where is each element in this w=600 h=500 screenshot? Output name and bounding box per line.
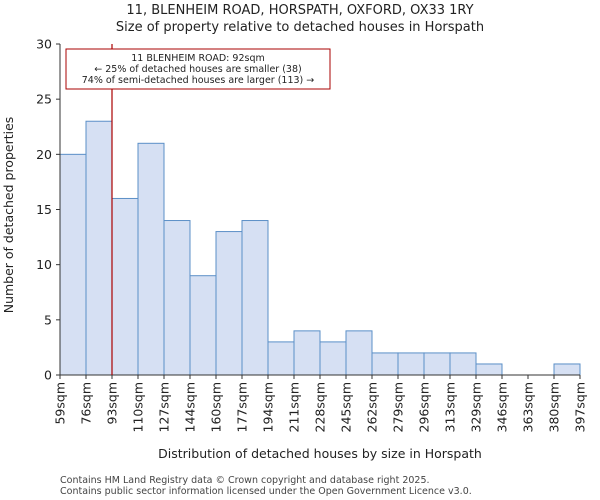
bar-262sqm bbox=[371, 352, 399, 376]
bar-245sqm bbox=[345, 330, 373, 376]
chart-title: 11, BLENHEIM ROAD, HORSPATH, OXFORD, OX3… bbox=[126, 3, 473, 18]
bar-59sqm bbox=[59, 153, 87, 376]
bar-127sqm bbox=[163, 220, 191, 376]
bar-76sqm bbox=[85, 120, 113, 376]
bar-228sqm bbox=[319, 341, 347, 376]
x-tick-label: 279sqm bbox=[391, 382, 406, 432]
bar-110sqm bbox=[137, 142, 165, 376]
x-tick-label: 144sqm bbox=[183, 382, 198, 432]
y-tick-label: 20 bbox=[36, 147, 52, 162]
bar-144sqm bbox=[189, 275, 217, 376]
y-tick-label: 25 bbox=[36, 92, 52, 107]
y-ticks: 0 5 10 15 20 25 30 bbox=[36, 37, 60, 383]
x-tick-label: 329sqm bbox=[469, 382, 484, 432]
x-tick-label: 127sqm bbox=[157, 382, 172, 432]
x-tick-label: 380sqm bbox=[547, 382, 562, 432]
x-tick-label: 110sqm bbox=[131, 382, 146, 432]
annotation-line-1: 11 BLENHEIM ROAD: 92sqm bbox=[131, 53, 264, 64]
bar-194sqm bbox=[267, 341, 295, 376]
y-tick-label: 0 bbox=[44, 368, 52, 383]
bar-160sqm bbox=[215, 231, 243, 376]
x-tick-label: 59sqm bbox=[53, 382, 68, 425]
bar-93sqm bbox=[111, 197, 139, 376]
x-tick-label: 262sqm bbox=[365, 382, 380, 432]
x-tick-label: 194sqm bbox=[261, 382, 276, 432]
bar-313sqm bbox=[449, 352, 477, 376]
bar-177sqm bbox=[241, 220, 269, 376]
bars-group bbox=[59, 120, 581, 376]
x-tick-label: 76sqm bbox=[79, 382, 94, 425]
y-axis-label: Number of detached properties bbox=[1, 117, 16, 314]
y-tick-label: 15 bbox=[36, 202, 52, 217]
x-tick-label: 177sqm bbox=[235, 382, 250, 432]
x-tick-label: 346sqm bbox=[495, 382, 510, 432]
bar-279sqm bbox=[397, 352, 425, 376]
x-tick-label: 245sqm bbox=[339, 382, 354, 432]
x-tick-label: 363sqm bbox=[521, 382, 536, 432]
y-tick-label: 5 bbox=[44, 312, 52, 327]
bar-380sqm bbox=[553, 363, 581, 376]
annotation-border bbox=[65, 48, 331, 90]
x-ticks: 59sqm 76sqm 93sqm 110sqm 127sqm 144sqm 160sqm 1… bbox=[53, 375, 588, 432]
x-tick-label: 296sqm bbox=[417, 382, 432, 432]
x-axis-label: Distribution of detached houses by size … bbox=[158, 446, 482, 461]
footer-line-2: Contains public sector information licen… bbox=[60, 486, 472, 497]
x-tick-label: 160sqm bbox=[209, 382, 224, 432]
chart-subtitle: Size of property relative to detached ho… bbox=[116, 20, 484, 35]
y-tick-label: 10 bbox=[36, 257, 52, 272]
x-tick-label: 93sqm bbox=[105, 382, 120, 425]
x-tick-label: 211sqm bbox=[287, 382, 302, 432]
x-tick-label: 397sqm bbox=[573, 382, 588, 432]
annotation-box: 11 BLENHEIM ROAD: 92sqm ← 25% of detache… bbox=[65, 48, 331, 90]
footer-line-1: Contains HM Land Registry data © Crown c… bbox=[60, 475, 430, 486]
y-tick-label: 30 bbox=[36, 37, 52, 52]
annotation-line-3: 74% of semi-detached houses are larger (… bbox=[82, 75, 315, 86]
x-tick-label: 313sqm bbox=[443, 382, 458, 432]
bar-211sqm bbox=[293, 330, 321, 376]
x-tick-label: 228sqm bbox=[313, 382, 328, 432]
annotation-line-2: ← 25% of detached houses are smaller (38… bbox=[94, 64, 301, 75]
bar-296sqm bbox=[423, 352, 451, 376]
bar-329sqm bbox=[475, 363, 503, 376]
